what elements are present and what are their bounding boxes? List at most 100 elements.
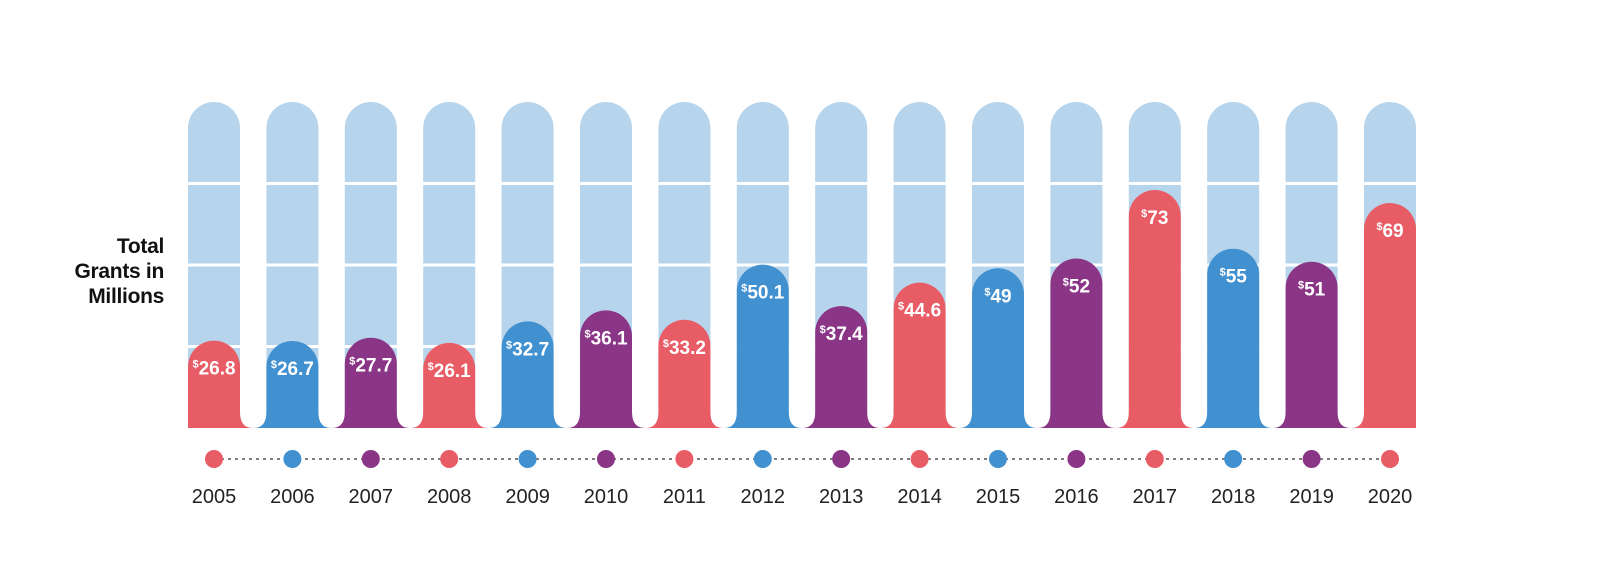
bar-2008 bbox=[410, 342, 489, 428]
year-label-2015: 2015 bbox=[976, 486, 1021, 508]
year-label-2005: 2005 bbox=[192, 486, 237, 508]
value-prefix: $ bbox=[1220, 267, 1226, 279]
value-label-2017: $73 bbox=[1141, 208, 1168, 229]
year-label-2011: 2011 bbox=[663, 486, 706, 508]
bar-2016 bbox=[1037, 258, 1116, 428]
year-label-2020: 2020 bbox=[1368, 486, 1413, 508]
value-prefix: $ bbox=[192, 359, 198, 371]
bar-2013 bbox=[802, 306, 881, 428]
year-label-2012: 2012 bbox=[741, 486, 786, 508]
timeline-dot-2007 bbox=[361, 450, 380, 468]
year-label-2013: 2013 bbox=[819, 486, 864, 508]
y-axis-title-line-3: Millions bbox=[88, 285, 164, 308]
value-labels: $26.8 $26.7 $27.7 $26.1$32.7$36.1 $33.2$50.1… bbox=[192, 208, 1403, 382]
value-number: 51 bbox=[1304, 280, 1326, 301]
bar-2011 bbox=[645, 319, 724, 428]
y-axis-title-line-1: Total bbox=[116, 235, 164, 258]
year-label-2017: 2017 bbox=[1133, 486, 1178, 508]
value-number: 26.1 bbox=[434, 361, 471, 382]
timeline-dot-2020 bbox=[1381, 450, 1399, 468]
value-label-2013: $37.4 bbox=[820, 324, 864, 345]
value-label-2010: $36.1 bbox=[584, 328, 628, 349]
year-label-2008: 2008 bbox=[427, 486, 472, 508]
value-label-2014: $44.6 bbox=[898, 301, 941, 322]
timeline bbox=[205, 450, 1399, 468]
value-prefix: $ bbox=[1298, 280, 1304, 292]
timeline-dot-2015 bbox=[989, 450, 1007, 468]
value-number: 26.7 bbox=[277, 359, 314, 380]
value-label-2008: $26.1 bbox=[428, 361, 472, 382]
year-label-2014: 2014 bbox=[897, 486, 942, 508]
value-prefix: $ bbox=[1141, 208, 1147, 220]
year-label-2006: 2006 bbox=[270, 486, 315, 508]
bar-2014 bbox=[880, 282, 959, 428]
value-prefix: $ bbox=[428, 361, 434, 373]
value-label-2019: $51 bbox=[1298, 280, 1326, 301]
value-label-2011: $33.2 bbox=[663, 338, 706, 359]
bar-2007 bbox=[331, 337, 410, 428]
value-number: 50.1 bbox=[747, 283, 784, 304]
value-number: 33.2 bbox=[669, 338, 706, 359]
bar-2015 bbox=[959, 268, 1037, 428]
timeline-dot-2006 bbox=[283, 450, 302, 468]
bar-2012 bbox=[723, 264, 802, 428]
value-number: 36.1 bbox=[591, 328, 628, 349]
y-axis-title-line-2: Grants in bbox=[74, 260, 165, 283]
timeline-dot-2010 bbox=[597, 450, 615, 468]
year-label-2007: 2007 bbox=[349, 486, 394, 508]
bars bbox=[188, 190, 1416, 428]
year-label-2009: 2009 bbox=[505, 486, 550, 508]
bar-2017 bbox=[1115, 190, 1194, 428]
value-label-2020: $69 bbox=[1376, 221, 1403, 242]
year-label-2010: 2010 bbox=[584, 486, 629, 508]
year-labels: 2005 2006 2007 2008 2009 2010 2011 2012 2013 2014… bbox=[192, 486, 1413, 508]
value-number: 26.8 bbox=[199, 359, 236, 380]
bar-2005 bbox=[188, 340, 253, 428]
bar-2018 bbox=[1194, 248, 1273, 428]
year-label-2016: 2016 bbox=[1054, 486, 1099, 508]
value-prefix: $ bbox=[820, 324, 826, 336]
value-label-2006: $26.7 bbox=[271, 359, 314, 380]
value-number: 49 bbox=[990, 286, 1011, 307]
year-label-2019: 2019 bbox=[1289, 486, 1334, 508]
value-prefix: $ bbox=[271, 359, 277, 371]
timeline-dot-2013 bbox=[832, 450, 851, 468]
value-label-2018: $55 bbox=[1220, 267, 1248, 288]
value-prefix: $ bbox=[1063, 276, 1069, 288]
value-label-2007: $27.7 bbox=[349, 356, 392, 377]
value-number: 44.6 bbox=[904, 301, 941, 322]
timeline-dot-2011 bbox=[675, 450, 694, 468]
value-prefix: $ bbox=[741, 283, 747, 295]
value-number: 37.4 bbox=[826, 324, 863, 345]
value-label-2009: $32.7 bbox=[506, 339, 549, 360]
bar-2020 bbox=[1351, 203, 1416, 428]
bar-2006 bbox=[253, 340, 332, 428]
timeline-dot-2012 bbox=[753, 450, 772, 468]
value-number: 69 bbox=[1382, 221, 1403, 242]
timeline-dot-2009 bbox=[518, 450, 537, 468]
value-number: 27.7 bbox=[355, 356, 392, 377]
value-number: 55 bbox=[1226, 267, 1248, 288]
value-label-2005: $26.8 bbox=[192, 359, 235, 380]
value-prefix: $ bbox=[898, 301, 904, 313]
bar-2019 bbox=[1272, 261, 1351, 428]
value-prefix: $ bbox=[663, 338, 669, 350]
timeline-dot-2016 bbox=[1067, 450, 1086, 468]
timeline-dot-2019 bbox=[1302, 450, 1321, 468]
timeline-dot-2014 bbox=[910, 450, 929, 468]
timeline-dot-2018 bbox=[1224, 450, 1243, 468]
timeline-dot-2008 bbox=[440, 450, 459, 468]
y-axis-title: Total Grants in Millions bbox=[40, 234, 165, 309]
value-number: 52 bbox=[1069, 276, 1090, 297]
value-label-2016: $52 bbox=[1063, 276, 1090, 297]
value-number: 32.7 bbox=[512, 339, 549, 360]
value-label-2012: $50.1 bbox=[741, 283, 785, 304]
bar-2009 bbox=[488, 321, 567, 428]
value-prefix: $ bbox=[349, 356, 355, 368]
bar-2010 bbox=[567, 310, 645, 428]
value-label-2015: $49 bbox=[984, 286, 1011, 307]
value-prefix: $ bbox=[984, 286, 990, 298]
value-prefix: $ bbox=[584, 328, 590, 340]
value-prefix: $ bbox=[1376, 221, 1382, 233]
